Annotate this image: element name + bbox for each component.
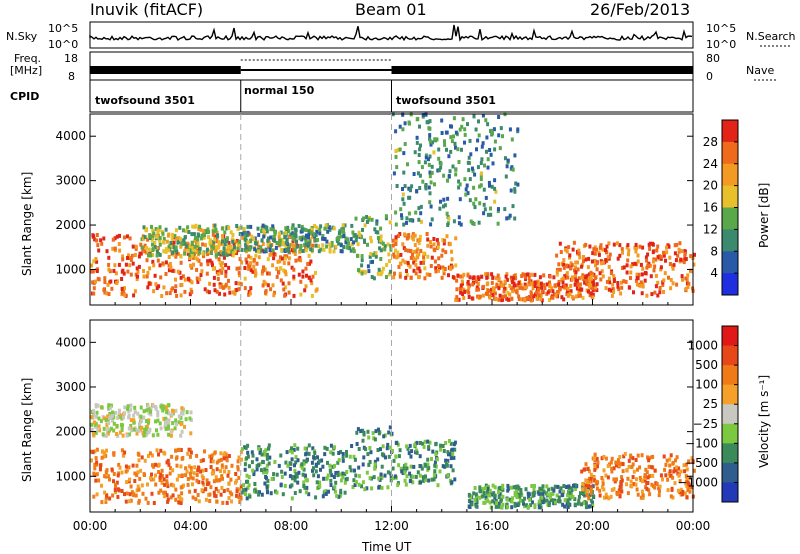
velocity-ytick-label-3: 4000 bbox=[55, 335, 86, 349]
velocity-colorbar-label-0: 1000 bbox=[687, 339, 718, 353]
power-colorbar-label-2: 12 bbox=[703, 222, 718, 236]
time-tick-1: 04:00 bbox=[173, 519, 208, 533]
date-title: 26/Feb/2013 bbox=[590, 0, 691, 19]
power-colorbar-swatch-6 bbox=[722, 251, 738, 274]
time-tick-2: 08:00 bbox=[274, 519, 309, 533]
velocity-colorbar-label-2: 100 bbox=[695, 378, 718, 392]
nsearch-tick-top: 10^5 bbox=[706, 22, 737, 35]
velocity-ytick-label-2: 3000 bbox=[55, 380, 86, 394]
nave-tick-bottom: 0 bbox=[706, 70, 713, 83]
power-colorbar-swatch-7 bbox=[722, 273, 738, 296]
freq-label: Freq. bbox=[14, 52, 42, 65]
time-tick-0: 00:00 bbox=[73, 519, 108, 533]
cpid-segment-2: normal 150 bbox=[244, 84, 315, 97]
power-colorbar-label-5: 24 bbox=[703, 157, 718, 171]
station-title: Inuvik (fitACF) bbox=[90, 0, 204, 19]
time-tick-3: 12:00 bbox=[374, 519, 409, 533]
nsearch-label: N.Search bbox=[746, 30, 796, 43]
cpid-segment-3: twofsound 3501 bbox=[396, 94, 496, 107]
freq-band-3 bbox=[391, 66, 693, 74]
velocity-colorbar-swatch-8 bbox=[722, 482, 738, 503]
freq-tick-top: 18 bbox=[64, 52, 78, 65]
velocity-colorbar-swatch-4 bbox=[722, 404, 738, 425]
freq-band-1 bbox=[90, 66, 241, 74]
velocity-colorbar-label-3: 25 bbox=[703, 397, 718, 411]
velocity-colorbar-swatch-7 bbox=[722, 462, 738, 483]
power-colorbar-swatch-0 bbox=[722, 120, 738, 143]
power-colorbar-swatch-2 bbox=[722, 163, 738, 187]
power-heatmap-cells bbox=[90, 112, 696, 303]
power-colorbar-swatch-3 bbox=[722, 185, 738, 208]
power-colorbar-label-4: 20 bbox=[703, 179, 718, 193]
velocity-colorbar-frame bbox=[721, 325, 739, 503]
time-axis-label: Time UT bbox=[362, 540, 412, 554]
power-ytick-label-3: 4000 bbox=[55, 129, 86, 143]
power-ytick-label-1: 2000 bbox=[55, 218, 86, 232]
power-colorbar-label-1: 8 bbox=[710, 244, 718, 258]
nsky-trace bbox=[89, 24, 693, 42]
time-tick-6: 00:00 bbox=[676, 519, 711, 533]
time-tick-5: 20:00 bbox=[575, 519, 610, 533]
nave-label: Nave bbox=[746, 64, 775, 77]
freq-tick-bottom: 8 bbox=[68, 70, 75, 83]
nave-tick-top: 80 bbox=[706, 52, 720, 65]
power-ytick-label-0: 1000 bbox=[55, 262, 86, 276]
velocity-colorbar-label-5: −100 bbox=[685, 436, 718, 450]
velocity-colorbar-swatch-1 bbox=[722, 345, 738, 366]
cpid-segment-1: twofsound 3501 bbox=[95, 94, 195, 107]
velocity-ytick-label-1: 2000 bbox=[55, 425, 86, 439]
power-colorbar-label-0: 4 bbox=[710, 266, 718, 280]
velocity-colorbar-label-4: −25 bbox=[693, 417, 718, 431]
velocity-heatmap-cells bbox=[90, 403, 696, 510]
velocity-colorbar-swatch-6 bbox=[722, 443, 738, 464]
velocity-colorbar-label-7: −1000 bbox=[677, 475, 718, 489]
freq-band-2 bbox=[240, 69, 392, 71]
velocity-ytick-label-0: 1000 bbox=[55, 469, 86, 483]
velocity-colorbar-swatch-5 bbox=[722, 423, 738, 444]
power-colorbar-swatch-5 bbox=[722, 229, 738, 252]
velocity-colorbar-swatch-2 bbox=[722, 365, 738, 386]
velocity-colorbar-label-1: 500 bbox=[695, 358, 718, 372]
nsky-panel bbox=[89, 21, 694, 49]
power-colorbar-label-3: 16 bbox=[703, 201, 718, 215]
power-colorbar-swatch-4 bbox=[722, 207, 738, 230]
power-colorbar-swatch-1 bbox=[722, 141, 738, 165]
freq-unit: [MHz] bbox=[10, 64, 43, 77]
power-colorbar-label-6: 28 bbox=[703, 135, 718, 149]
velocity-colorbar-swatch-0 bbox=[722, 326, 738, 347]
nsearch-tick-bottom: 10^0 bbox=[706, 38, 737, 51]
velocity-colorbar-label-6: −500 bbox=[685, 456, 718, 470]
power-ytick-label-2: 3000 bbox=[55, 174, 86, 188]
time-tick-4: 16:00 bbox=[475, 519, 510, 533]
velocity-colorbar-swatch-3 bbox=[722, 384, 738, 405]
nsky-label: N.Sky bbox=[6, 30, 38, 43]
nsky-tick-top: 10^5 bbox=[48, 22, 79, 35]
beam-title: Beam 01 bbox=[355, 0, 427, 19]
nsky-tick-bottom: 10^0 bbox=[48, 38, 79, 51]
cpid-label: CPID bbox=[10, 90, 40, 103]
